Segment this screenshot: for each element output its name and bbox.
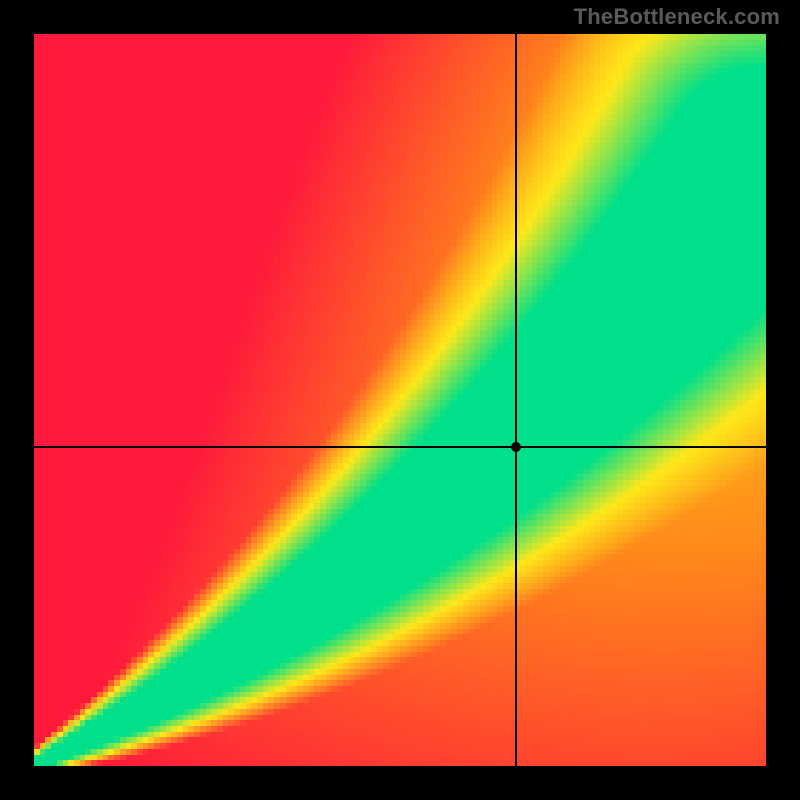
crosshair-horizontal bbox=[34, 446, 766, 448]
bottleneck-heatmap bbox=[34, 34, 766, 766]
watermark-text: TheBottleneck.com bbox=[574, 4, 780, 30]
crosshair-marker bbox=[511, 442, 521, 452]
chart-container: TheBottleneck.com bbox=[0, 0, 800, 800]
crosshair-vertical bbox=[515, 34, 517, 766]
